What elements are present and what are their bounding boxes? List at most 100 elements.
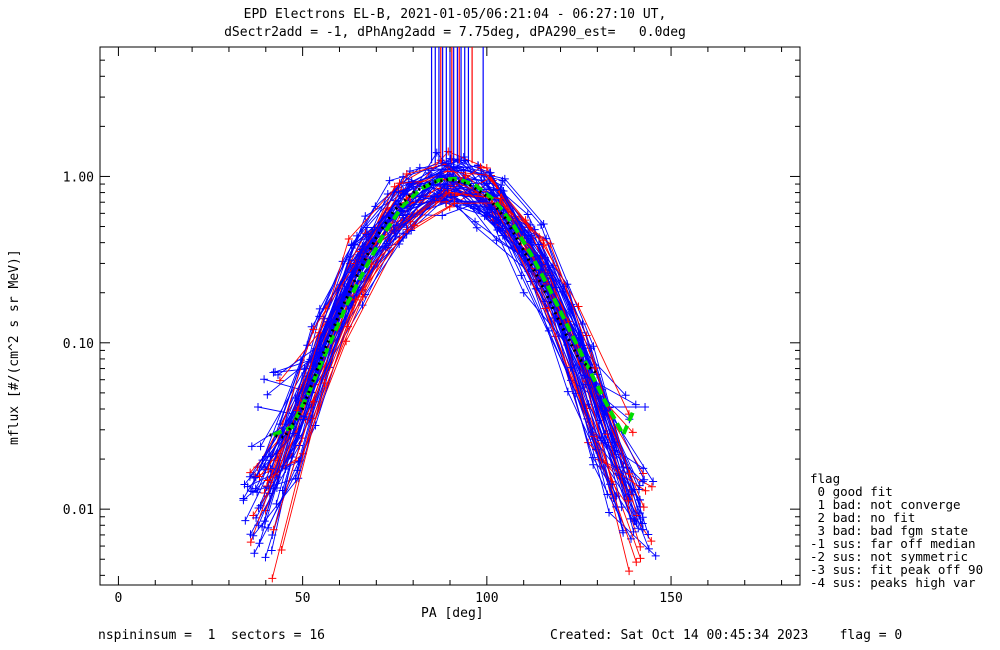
data-point-marker [347, 240, 356, 249]
chart-title-line2: dSectr2add = -1, dPhAng2add = 7.75deg, d… [224, 25, 686, 40]
data-point-marker [500, 174, 509, 183]
data-point-marker [544, 326, 553, 335]
legend-item: 1 bad: not converge [810, 497, 961, 512]
data-point-marker [404, 180, 413, 189]
data-point-marker [576, 328, 585, 337]
data-point-marker [486, 168, 495, 177]
data-point-marker [559, 282, 568, 291]
data-point-marker [247, 442, 256, 451]
data-point-marker [399, 229, 408, 238]
data-point-marker [539, 219, 548, 228]
data-point-marker [277, 545, 286, 554]
x-tick-label: 0 [115, 591, 123, 606]
data-point-marker [476, 163, 485, 172]
data-point-marker [589, 460, 598, 469]
data-point-marker [246, 486, 255, 495]
data-point-marker [644, 530, 653, 539]
y-tick-label: 0.10 [63, 337, 94, 352]
data-point-marker [294, 457, 303, 466]
data-point-marker [472, 223, 481, 232]
data-point-marker [638, 513, 647, 522]
data-point-marker [383, 190, 392, 199]
data-point-marker [309, 325, 318, 334]
data-point-marker [395, 179, 404, 188]
data-point-marker [265, 489, 274, 498]
data-point-marker [627, 485, 636, 494]
legend-item: 3 bad: bad fgm state [810, 523, 969, 538]
data-point-marker [358, 242, 367, 251]
fit-curve-black [269, 177, 599, 440]
data-point-marker [625, 567, 634, 576]
data-point-marker [300, 364, 309, 373]
data-point-marker [471, 217, 480, 226]
data-point-marker [574, 302, 583, 311]
data-point-marker [641, 402, 650, 411]
data-point-marker [249, 531, 258, 540]
x-axis-label: PA [deg] [421, 606, 484, 621]
chart-title-line1: EPD Electrons EL-B, 2021-01-05/06:21:04 … [243, 7, 667, 22]
data-point-marker [626, 514, 635, 523]
data-point-marker [641, 486, 650, 495]
data-point-marker [588, 453, 597, 462]
x-tick-label: 100 [475, 591, 498, 606]
data-point-marker [239, 494, 248, 503]
data-point-marker [485, 169, 494, 178]
data-point-marker [263, 476, 272, 485]
data-point-marker [638, 477, 647, 486]
data-point-marker [566, 363, 575, 372]
data-point-marker [534, 240, 543, 249]
data-point-marker [610, 438, 619, 447]
data-point-marker [563, 387, 572, 396]
data-point-marker [264, 523, 273, 532]
data-point-marker [639, 503, 648, 512]
data-point-marker [496, 185, 505, 194]
data-point-marker [440, 180, 449, 189]
data-point-marker [552, 283, 561, 292]
data-point-marker [490, 219, 499, 228]
x-tick-label: 50 [295, 591, 311, 606]
data-point-marker [635, 509, 644, 518]
data-point-marker [519, 288, 528, 297]
data-point-marker [274, 370, 283, 379]
data-point-marker [394, 187, 403, 196]
data-point-marker [258, 522, 267, 531]
legend-item: 2 bad: no fit [810, 510, 916, 525]
data-point-marker [625, 469, 634, 478]
data-point-marker [254, 521, 263, 530]
data-point-marker [361, 212, 370, 221]
data-point-marker [629, 527, 638, 536]
y-tick-label: 1.00 [63, 170, 94, 185]
legend-item: -1 sus: far off median [810, 536, 976, 551]
data-point-marker [246, 538, 255, 547]
data-point-marker [250, 549, 259, 558]
data-point-marker [351, 295, 360, 304]
data-point-marker [275, 376, 284, 385]
data-point-marker [267, 546, 276, 555]
data-point-marker [399, 211, 408, 220]
data-point-marker [248, 487, 257, 496]
data-point-marker [496, 218, 505, 227]
data-point-marker [268, 531, 277, 540]
y-axis-label: mflux [#/(cm^2 s sr MeV)] [7, 249, 22, 445]
data-point-marker [256, 442, 265, 451]
data-point-marker [254, 403, 263, 412]
data-point-marker [628, 428, 637, 437]
data-point-marker [245, 472, 254, 481]
footer-left: nspininsum = 1 sectors = 16 [98, 628, 325, 643]
data-point-marker [617, 503, 626, 512]
data-point-marker [252, 513, 261, 522]
x-tick-label: 150 [659, 591, 682, 606]
data-point-marker [606, 480, 615, 489]
data-point-marker [647, 482, 656, 491]
data-point-marker [587, 344, 596, 353]
data-point-marker [253, 488, 262, 497]
data-point-marker [520, 228, 529, 237]
data-point-marker [269, 525, 278, 534]
data-point-marker [269, 368, 278, 377]
data-point-marker [449, 162, 458, 171]
data-point-marker [487, 205, 496, 214]
data-point-marker [264, 465, 273, 474]
data-point-marker [261, 553, 270, 562]
data-point-marker [255, 472, 264, 481]
